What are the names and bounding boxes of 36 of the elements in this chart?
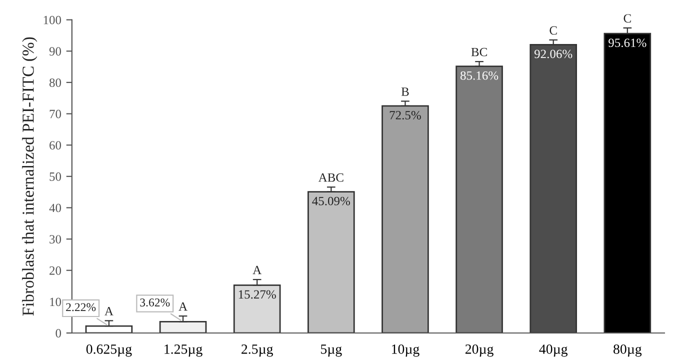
annotation: A: [104, 307, 114, 316]
data-label: 3.62%: [140, 298, 170, 307]
annotation: BC: [471, 48, 487, 56]
y-tick-label: 80: [49, 78, 62, 87]
x-tick-label: 2.5µg: [242, 344, 273, 357]
x-tick-label: 0.625µg: [86, 344, 132, 357]
data-label: 45.09%: [312, 196, 350, 206]
x-tick-label: 20µg: [465, 344, 494, 357]
data-label: 2.22%: [66, 303, 96, 312]
annotation: B: [401, 88, 409, 96]
y-tick-label: 60: [50, 141, 62, 150]
x-tick-label: 80µg: [614, 344, 642, 357]
y-tick-label: 40: [49, 204, 62, 212]
data-label: 95.61%: [608, 38, 646, 48]
data-label: 72.5%: [390, 110, 421, 120]
y-tick-label: 50: [50, 172, 62, 181]
x-tick-label: 1.25µg: [164, 344, 202, 357]
annotation: A: [178, 302, 188, 311]
annotation: C: [550, 26, 557, 35]
annotation: C: [624, 14, 631, 23]
x-tick-label: 40µg: [539, 344, 568, 357]
y-tick-label: 70: [50, 110, 62, 118]
data-label: 85.16%: [460, 71, 498, 80]
x-tick-label: 5µg: [321, 344, 342, 357]
y-tick-label: 20: [50, 266, 62, 275]
y-tick-label: 100: [44, 16, 62, 24]
annotation: ABC: [318, 173, 344, 182]
data-label: 15.27%: [238, 290, 276, 299]
y-tick-label: 90: [49, 47, 62, 56]
x-tick-label: 10µg: [392, 344, 420, 357]
y-tick-label: 0: [56, 329, 62, 338]
y-axis-title: Fibroblast that internalized PEI-FITC (%): [22, 37, 38, 316]
y-tick-label: 30: [50, 235, 62, 244]
data-label: 92.06%: [534, 50, 572, 58]
annotation: A: [252, 266, 262, 274]
y-tick-label: 10: [50, 298, 62, 306]
